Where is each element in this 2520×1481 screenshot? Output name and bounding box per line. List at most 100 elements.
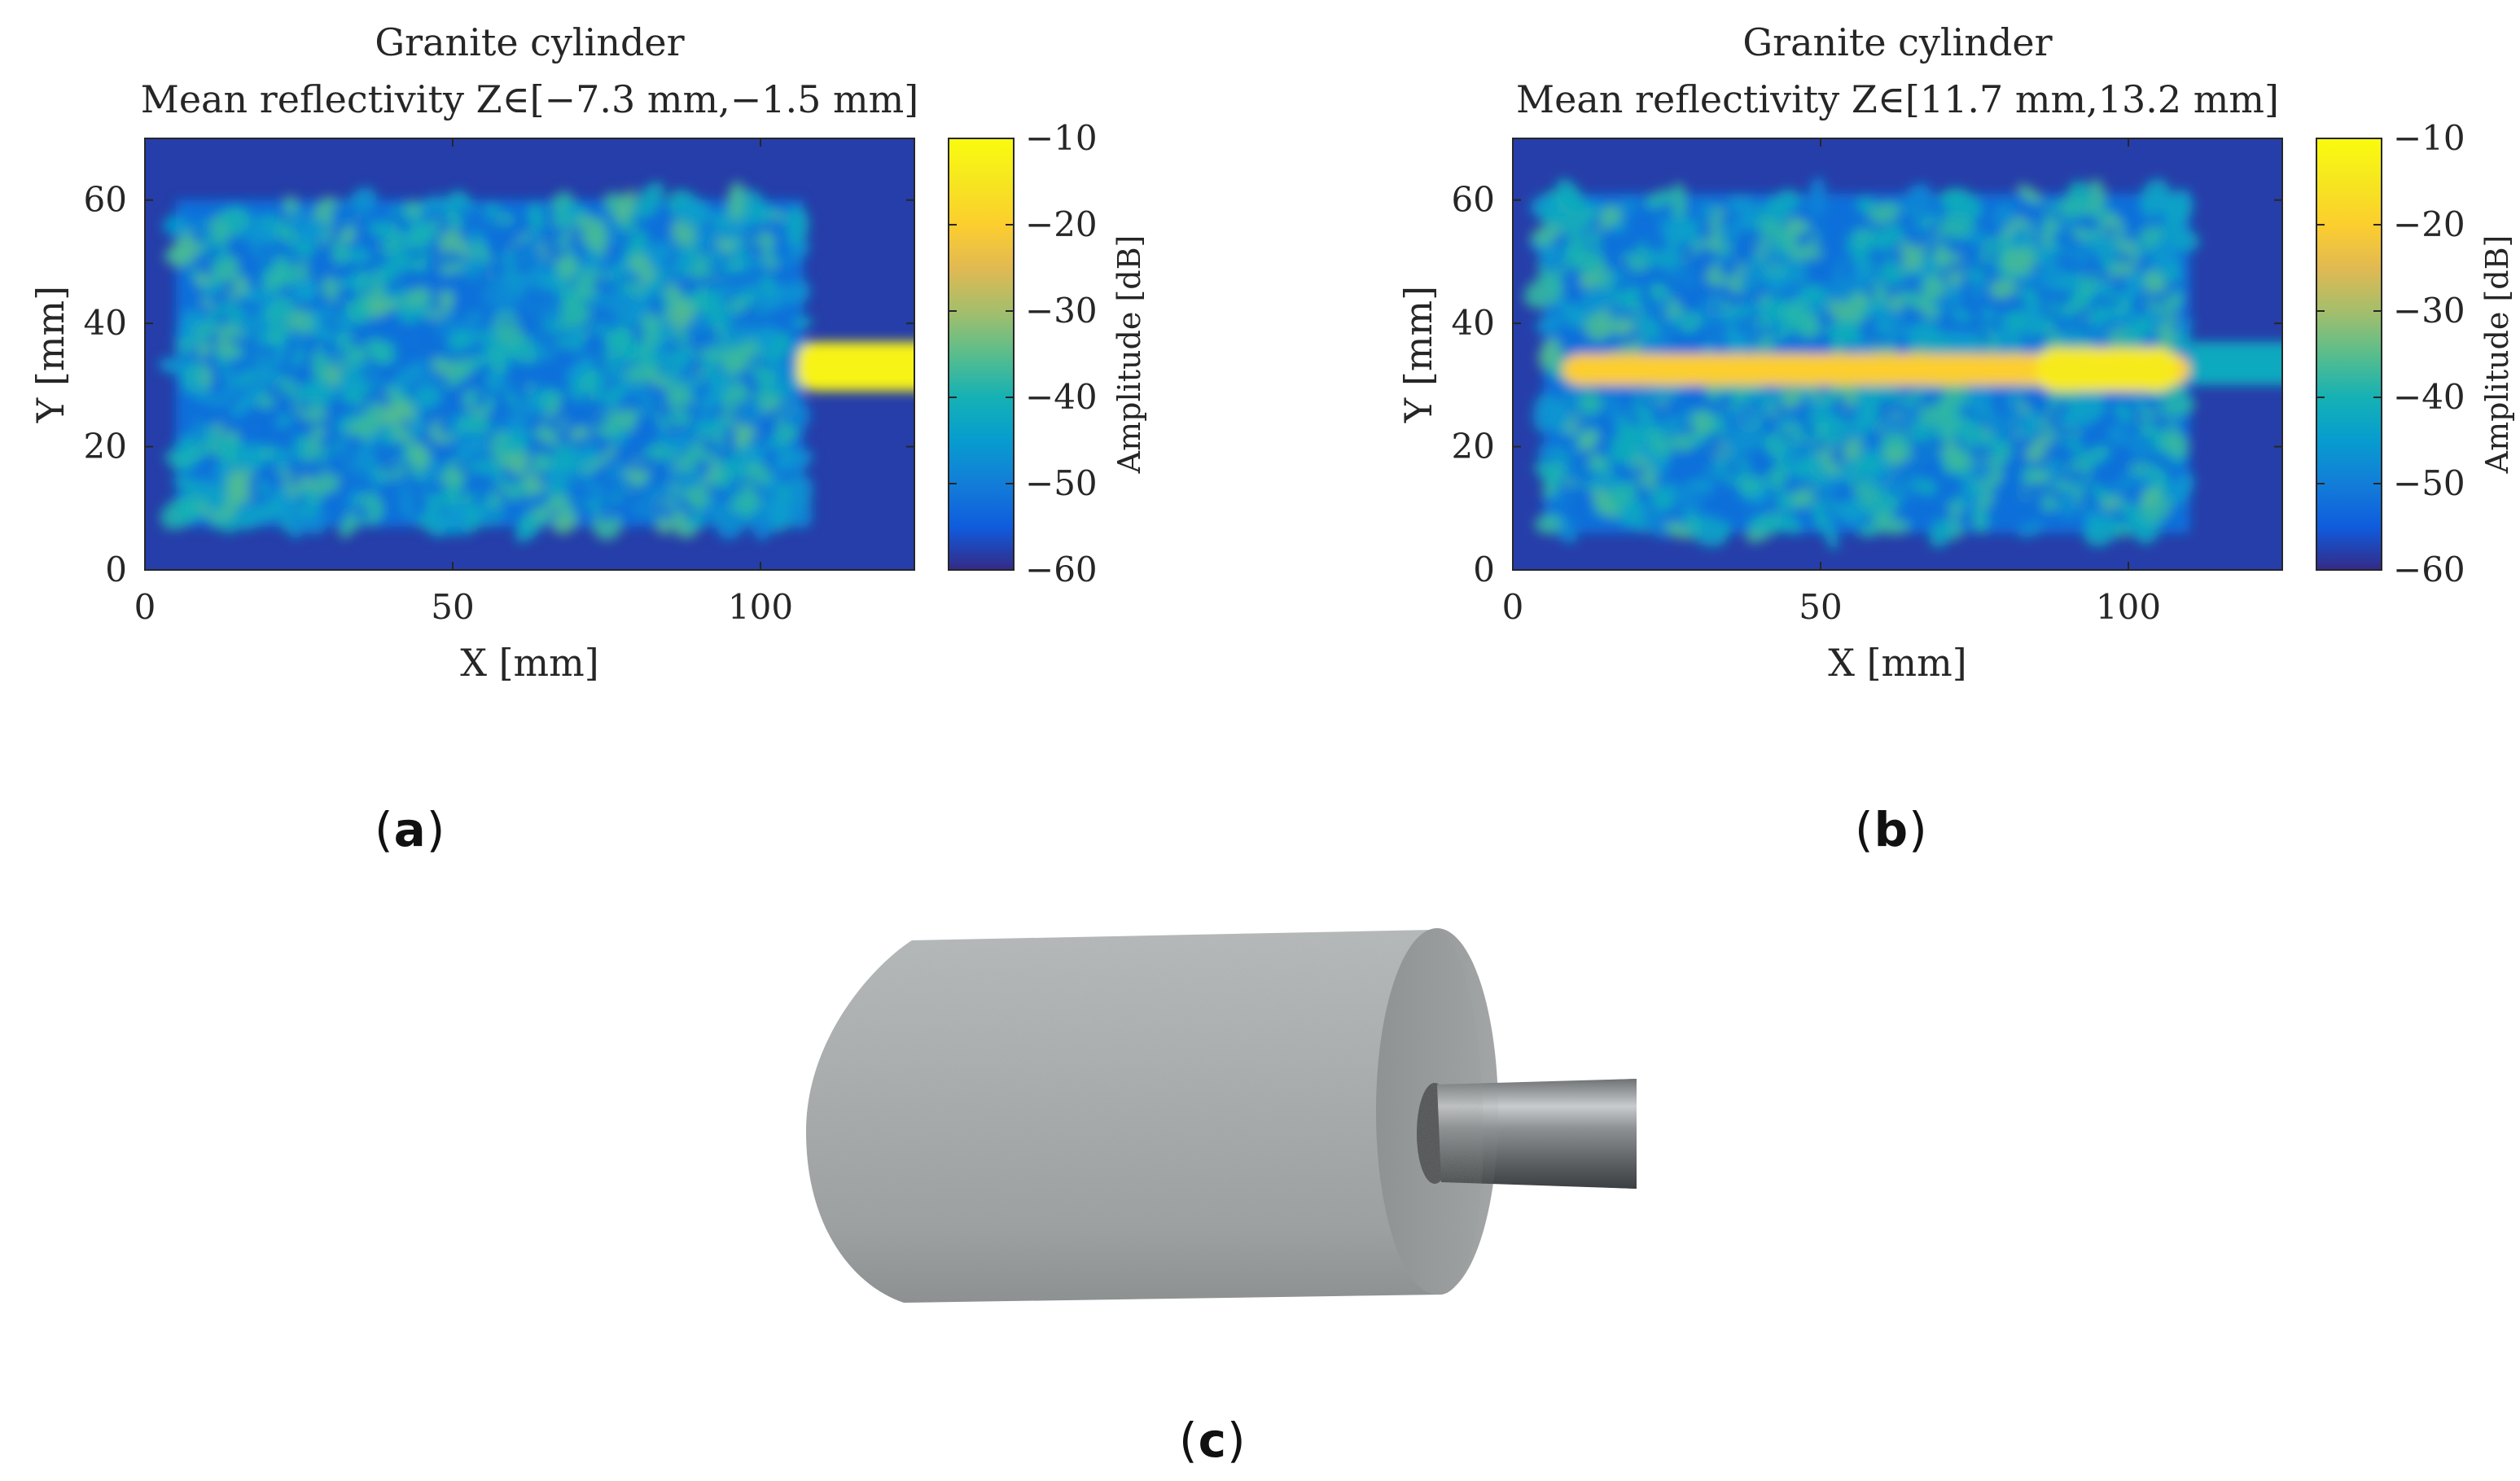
speckle-blob <box>1944 279 1962 307</box>
speckle-gap <box>2027 202 2047 214</box>
speckle-gap <box>664 250 680 270</box>
speckle-blob <box>2059 489 2078 518</box>
speckle-blob <box>1886 446 1904 465</box>
speckle-gap <box>568 475 585 500</box>
speckle-gap <box>326 262 340 278</box>
speckle-gap <box>694 402 702 413</box>
speckle-gap <box>390 343 415 356</box>
speckle-gap <box>2023 481 2044 495</box>
speckle-gap <box>400 418 413 427</box>
speckle-gap <box>600 497 616 523</box>
speckle-gap <box>360 235 386 252</box>
speckle-blob <box>1610 482 1638 507</box>
speckle-gap <box>1713 445 1732 459</box>
speckle-gap <box>515 492 529 518</box>
speckle-gap <box>318 434 336 450</box>
speckle-gap <box>579 487 595 502</box>
speckle-blob <box>2080 445 2110 467</box>
speckle-gap <box>654 503 671 513</box>
speckle-gap <box>2021 435 2035 449</box>
speckle-gap <box>2154 289 2178 298</box>
speckle-gap <box>679 497 696 520</box>
speckle-blob <box>1689 410 1714 436</box>
speckle-gap <box>1637 396 1654 409</box>
speckle-blob <box>403 287 432 308</box>
speckle-gap <box>542 218 554 230</box>
speckle-blob <box>264 296 294 326</box>
speckle-gap <box>1947 471 1963 487</box>
speckle-blob <box>1800 284 1827 302</box>
y-tick-label: 20 <box>1452 427 1495 467</box>
speckle-gap <box>2122 432 2132 440</box>
speckle-gap <box>547 240 567 260</box>
speckle-gap <box>600 376 620 393</box>
speckle-gap <box>1581 418 1596 432</box>
speckle-gap <box>422 481 448 495</box>
speckle-gap <box>2105 225 2118 238</box>
heatmap-image <box>1513 138 2282 570</box>
speckle-gap <box>419 409 435 424</box>
speckle-gap <box>2148 414 2172 431</box>
speckle-blob <box>214 323 244 359</box>
speckle-gap <box>259 344 278 358</box>
speckle-gap <box>505 370 516 382</box>
speckle-gap <box>1571 468 1596 484</box>
speckle-gap <box>729 402 754 414</box>
speckle-blob <box>265 326 287 346</box>
speckle-gap <box>2102 460 2115 479</box>
speckle-gap <box>197 263 215 278</box>
speckle-blob <box>2141 487 2161 510</box>
speckle-gap <box>782 300 797 316</box>
speckle-gap <box>1803 258 1816 270</box>
speckle-gap <box>1557 434 1576 453</box>
speckle-gap <box>1927 448 1944 472</box>
speckle-gap <box>221 422 234 435</box>
speckle-blob <box>706 291 725 309</box>
x-tick-label: 50 <box>431 587 474 627</box>
speckle-gap <box>251 260 277 267</box>
speckle-blob <box>2133 473 2157 486</box>
speckle-blob <box>1901 406 1925 428</box>
speckle-blob <box>722 325 757 347</box>
speckle-gap <box>1816 310 1834 325</box>
speckle-gap <box>276 211 291 224</box>
speckle-gap <box>436 502 449 515</box>
speckle-gap <box>1603 340 1620 351</box>
speckle-gap <box>1802 419 1816 440</box>
speckle-gap <box>1845 403 1859 423</box>
speckle-gap <box>1973 447 1985 459</box>
speckle-blob <box>2158 332 2174 353</box>
speckle-blob <box>1538 208 1577 228</box>
speckle-blob <box>1577 430 1598 450</box>
x-axis-label: X [mm] <box>460 641 599 685</box>
speckle-blob <box>633 182 665 219</box>
speckle-gap <box>273 424 281 440</box>
speckle-gap <box>1839 263 1856 279</box>
speckle-blob <box>778 395 811 429</box>
speckle-blob <box>446 356 476 388</box>
speckle-gap <box>229 358 244 374</box>
speckle-blob <box>2019 287 2040 309</box>
speckle-gap <box>470 491 491 507</box>
speckle-blob <box>287 309 314 336</box>
speckle-gap <box>692 459 712 472</box>
speckle-blob <box>2123 316 2153 344</box>
speckle-gap <box>2075 262 2097 280</box>
colorbar <box>2316 138 2382 571</box>
speckle-blob <box>1850 456 1883 473</box>
speckle-gap <box>445 441 458 456</box>
granite-cylinder-photo <box>806 928 1637 1303</box>
speckle-blob <box>2128 432 2150 462</box>
speckle-gap <box>629 321 644 344</box>
speckle-gap <box>375 449 388 470</box>
speckle-gap <box>1812 490 1828 502</box>
reflector-hotspot <box>2036 348 2178 392</box>
speckle-gap <box>1786 340 1802 356</box>
speckle-gap <box>703 326 717 339</box>
speckle-blob <box>2061 240 2097 263</box>
speckle-gap <box>581 315 606 329</box>
speckle-gap <box>1961 256 1975 269</box>
speckle-gap <box>1719 215 1733 226</box>
colorbar-tick-label: −20 <box>2393 204 2465 244</box>
speckle-gap <box>335 204 362 221</box>
